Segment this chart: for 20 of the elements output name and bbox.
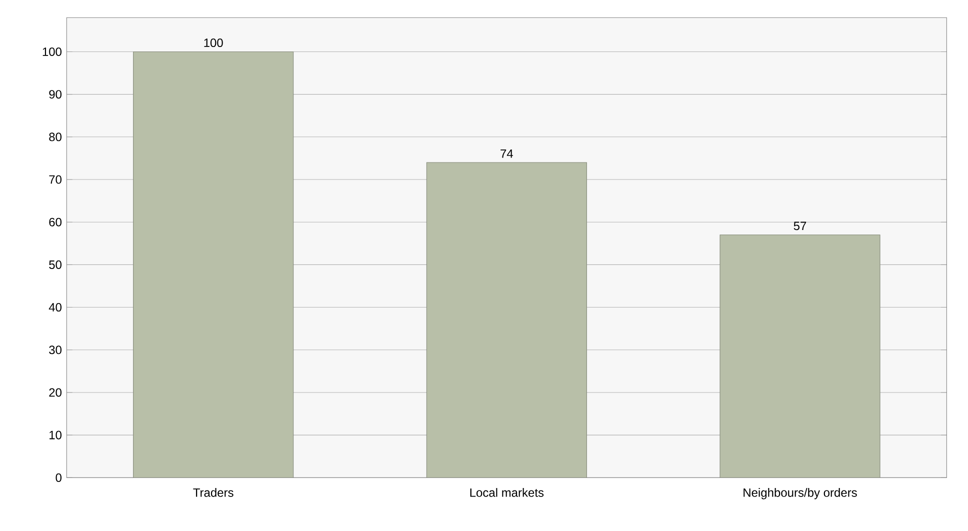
data-label: 100 (204, 38, 223, 48)
y-tick-label: 80 (49, 132, 62, 142)
y-tick-label: 0 (56, 473, 62, 482)
bar (720, 234, 880, 478)
y-tick-label: 20 (49, 388, 62, 397)
y-tick-label: 100 (42, 47, 62, 56)
y-tick-label: 50 (49, 260, 62, 269)
bar (133, 51, 294, 478)
y-tick-label: 10 (50, 430, 62, 440)
y-tick-label: 90 (49, 90, 62, 99)
x-tick-label: Traders (193, 488, 234, 497)
y-tick-label: 40 (48, 303, 62, 312)
data-label: 74 (500, 150, 513, 158)
bar (426, 162, 587, 478)
y-tick-label: 30 (49, 346, 62, 354)
y-tick-label: 60 (49, 218, 62, 226)
data-label: 57 (794, 222, 806, 230)
y-tick-label: 70 (49, 175, 62, 184)
x-tick-label: Neighbours/by orders (744, 488, 857, 500)
x-tick-label: Local markets (470, 488, 544, 497)
